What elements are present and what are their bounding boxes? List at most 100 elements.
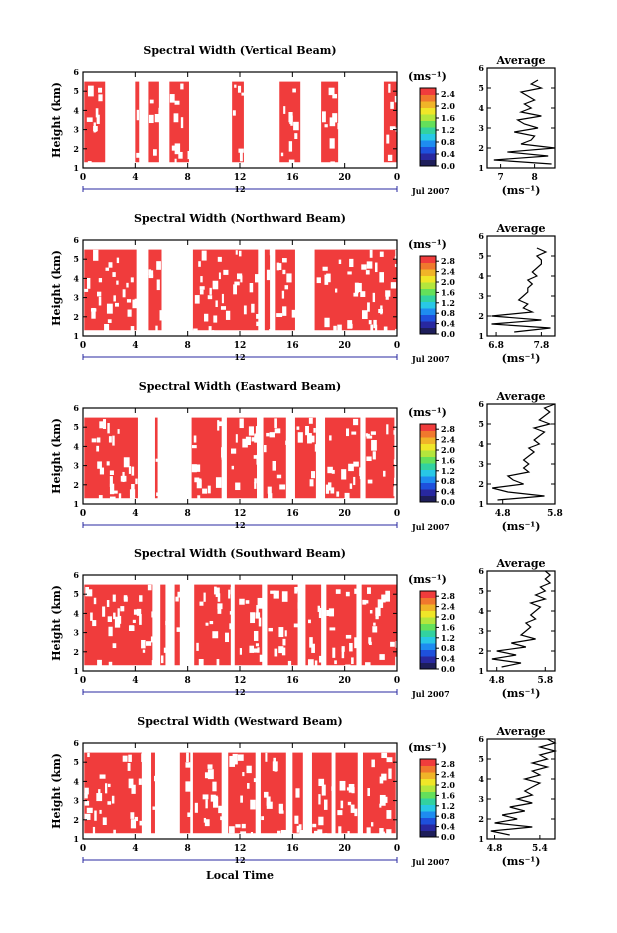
colorbar-segment [420, 811, 436, 818]
gap-cell [381, 752, 388, 759]
gap-cell [108, 262, 113, 268]
gap-cell [132, 619, 136, 623]
gap-cell [174, 100, 180, 105]
gap-cell [278, 646, 284, 654]
avg-y-tick-label: 1 [478, 499, 484, 509]
x-tick-label: 4 [132, 844, 138, 854]
gap-cell [381, 594, 386, 603]
y-tick-label: 2 [73, 144, 79, 154]
gap-cell [274, 418, 277, 428]
y-tick-label: 1 [73, 499, 79, 509]
x-tick-label: 8 [185, 509, 191, 519]
gap-cell [176, 627, 181, 632]
gap-cell [345, 634, 352, 639]
gap-cell [98, 296, 102, 306]
x-tick-label: 4 [132, 509, 138, 519]
gap-cell [203, 592, 206, 602]
gap-cell [111, 490, 118, 494]
gap-cell [122, 289, 126, 298]
gap-cell [353, 292, 359, 297]
colorbar-segment [420, 282, 436, 289]
gap-cell [134, 816, 138, 822]
gap-cell [317, 829, 323, 835]
gap-cell [108, 661, 113, 671]
gap-cell [328, 608, 335, 617]
gap-cell [107, 319, 112, 323]
colorbar-segment [420, 623, 436, 631]
colorbar-segment [420, 463, 436, 470]
avg-x-tick-label: 7.8 [534, 341, 550, 351]
colorbar-segment [420, 643, 436, 650]
date-marker: 12 [234, 855, 245, 865]
gap-cell [165, 620, 172, 626]
gap-cell [96, 437, 101, 443]
gap-cell [336, 491, 340, 497]
gap-cell [393, 430, 398, 435]
colorbar-segment [420, 817, 436, 825]
gap-cell [382, 796, 388, 803]
gap-cell [136, 109, 140, 121]
gap-cell [279, 810, 284, 814]
gap-cell [187, 150, 193, 160]
average-frame [486, 403, 556, 505]
gap-cell [241, 823, 246, 829]
gap-cell [338, 826, 342, 837]
gap-cell [298, 824, 302, 830]
gap-cell [232, 110, 236, 116]
gap-cell [194, 802, 198, 813]
gap-cell [293, 121, 299, 131]
gap-cell [98, 87, 103, 93]
data-column [148, 81, 159, 163]
gap-cell [123, 595, 128, 601]
colorbar-tick-label: 0.0 [441, 161, 455, 171]
colorbar-tick-label: 2.4 [441, 770, 455, 780]
gap-cell [371, 759, 375, 768]
avg-y-tick-label: 5 [478, 586, 484, 596]
gap-cell [191, 464, 197, 473]
gap-cell [327, 466, 333, 474]
gap-cell [345, 428, 350, 437]
gap-cell [333, 325, 337, 333]
gap-cell [97, 461, 102, 469]
gap-cell [153, 149, 157, 156]
gap-cell [154, 113, 160, 123]
unit-label: (ms⁻¹) [408, 406, 447, 419]
gap-cell [128, 466, 131, 474]
gap-cell [278, 263, 282, 271]
avg-x-tick-label: 4.8 [495, 509, 511, 519]
gap-cell [232, 753, 238, 765]
y-tick-label: 2 [73, 815, 79, 825]
y-tick-label: 3 [73, 125, 79, 135]
gap-cell [208, 326, 212, 335]
gap-cell [156, 279, 160, 291]
gap-cell [274, 428, 281, 434]
y-axis-label: Height (km) [50, 753, 63, 829]
gap-cell [341, 469, 347, 480]
gap-cell [236, 273, 243, 280]
gap-cell [139, 613, 142, 625]
gap-cell [190, 809, 195, 816]
gap-cell [278, 803, 283, 814]
gap-cell [130, 277, 134, 283]
gap-cell [280, 829, 287, 838]
gap-cell [216, 659, 220, 667]
gap-cell [242, 772, 245, 777]
gap-cell [180, 117, 184, 129]
gap-cell [142, 649, 146, 653]
colorbar-tick-label: 0.4 [441, 822, 455, 832]
gap-cell [299, 830, 305, 835]
colorbar-tick-label: 1.6 [441, 113, 455, 123]
y-tick-label: 5 [73, 589, 79, 599]
gap-cell [366, 435, 373, 439]
y-tick-label: 6 [73, 738, 79, 748]
colorbar-tick-label: 0.8 [441, 308, 455, 318]
avg-y-tick-label: 2 [478, 143, 484, 153]
x-tick-label: 8 [185, 173, 191, 183]
average-frame [486, 67, 556, 169]
colorbar-segment [420, 127, 436, 134]
colorbar-tick-label: 0.0 [441, 832, 455, 842]
gap-cell [253, 455, 258, 459]
avg-x-tick-label: 4.8 [489, 676, 505, 686]
gap-cell [196, 479, 202, 489]
colorbar-segment [420, 649, 436, 657]
